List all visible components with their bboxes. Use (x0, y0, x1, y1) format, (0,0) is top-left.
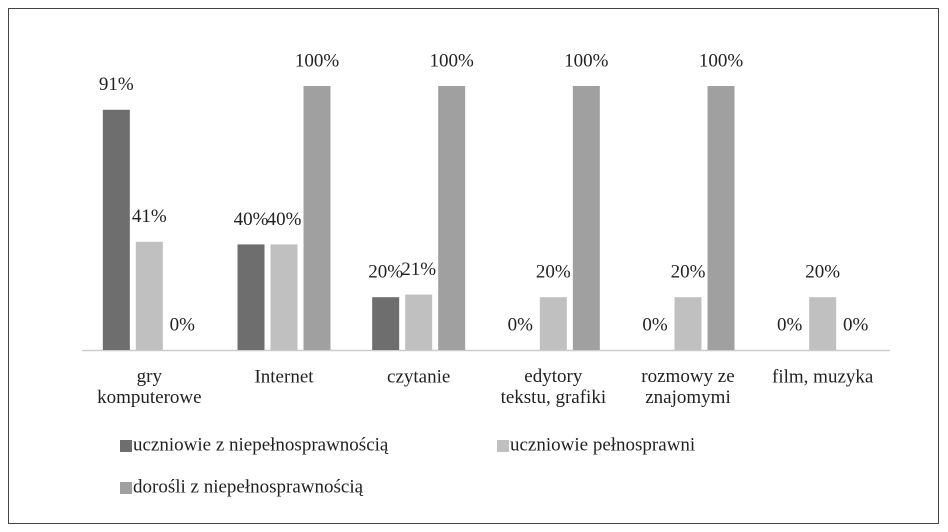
legend-label: uczniowie pełnosprawni (510, 434, 695, 455)
value-label: 0% (508, 314, 534, 335)
bar (102, 109, 130, 350)
value-label: 100% (430, 50, 475, 71)
bar (572, 86, 600, 350)
legend-swatch (120, 440, 132, 452)
bar (674, 297, 702, 350)
x-tick-label: edytory tekstu, grafiki (501, 366, 607, 408)
value-label: 21% (401, 259, 436, 280)
value-label: 20% (536, 262, 571, 283)
x-tick-label: gry komputerowe (97, 366, 201, 408)
bar (809, 297, 837, 350)
value-label: 91% (99, 74, 134, 95)
bar (270, 244, 298, 350)
bar (237, 244, 265, 350)
bar (135, 241, 163, 350)
frame (8, 8, 939, 524)
bar (539, 297, 567, 350)
value-label: 100% (699, 50, 744, 71)
value-label: 41% (132, 206, 167, 227)
legend-swatch (497, 440, 509, 452)
bar (372, 297, 400, 350)
legend-label: uczniowie z niepełnosprawnością (133, 434, 389, 455)
x-tick-label: Internet (254, 366, 314, 387)
value-label: 20% (368, 262, 403, 283)
value-label: 0% (777, 314, 803, 335)
value-label: 40% (267, 209, 302, 230)
value-label: 100% (564, 50, 609, 71)
value-label: 0% (170, 314, 196, 335)
value-label: 0% (642, 314, 668, 335)
bar (707, 86, 735, 350)
x-tick-label: rozmowy ze znajomymi (641, 366, 734, 408)
value-label: 20% (805, 262, 840, 283)
value-label: 40% (234, 209, 269, 230)
bar (438, 86, 466, 350)
bar (405, 294, 433, 350)
x-tick-label: czytanie (387, 366, 450, 387)
value-label: 0% (843, 314, 869, 335)
value-label: 100% (295, 50, 340, 71)
value-label: 20% (671, 262, 706, 283)
x-tick-label: film, muzyka (772, 366, 874, 387)
legend-label: dorośli z niepełnosprawnością (133, 476, 364, 497)
legend-swatch (120, 482, 132, 494)
bar (303, 86, 331, 350)
